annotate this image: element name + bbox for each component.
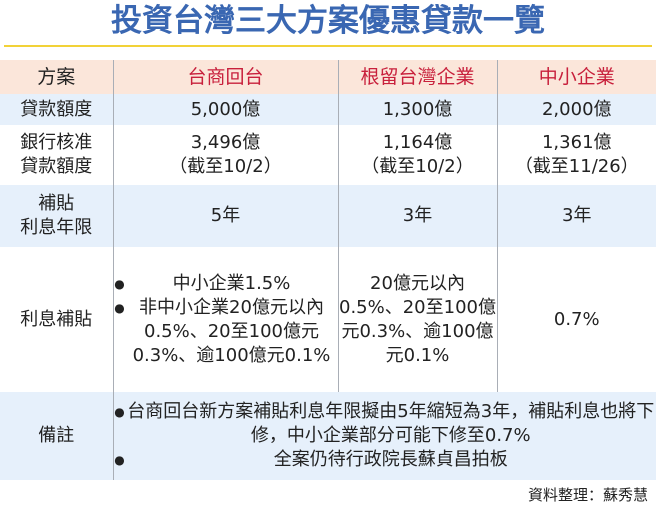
header-label: 方案 xyxy=(0,60,113,94)
approved-note: （截至10/2） xyxy=(169,156,282,177)
list-item: ● 中小企業1.5% xyxy=(114,272,291,294)
bullet-icon: ● xyxy=(114,405,125,419)
row-label-line: 利息年限 xyxy=(20,217,93,238)
cell-value: 5年 xyxy=(112,185,338,247)
page-title: 投資台灣三大方案優惠貸款一覽 xyxy=(111,3,545,39)
list-item: ● 台商回台新方案補貼利息年限擬由5年縮短為3年，補貼利息也將下修，中小企業部分… xyxy=(114,401,655,446)
cell-value: 2,000億 xyxy=(496,94,656,125)
table-row-subsidy-years: 補貼 利息年限 5年 3年 3年 xyxy=(0,185,656,247)
header-plan-rooted: 根留台灣企業 xyxy=(337,60,497,94)
cell-value: 3,496億 （截至10/2） xyxy=(112,125,338,185)
row-label: 貸款額度 xyxy=(0,94,113,125)
row-label: 銀行核准 貸款額度 xyxy=(0,125,113,185)
cell-value: 5,000億 xyxy=(112,94,338,125)
approved-amount: 1,361億 xyxy=(541,132,612,153)
row-label-line: 補貼 xyxy=(38,193,75,214)
approved-note: （截至10/2） xyxy=(361,156,474,177)
cell-value: 1,300億 xyxy=(337,94,497,125)
bullet-icon: ● xyxy=(114,300,125,315)
cell-value: 3年 xyxy=(337,185,497,247)
row-label-line: 銀行核准 xyxy=(20,132,93,153)
list-item: ● 非中小企業20億元以內0.5%、20至100億元0.3%、逾100億元0.1… xyxy=(114,296,331,366)
table-row-remarks: 備註 ● 台商回台新方案補貼利息年限擬由5年縮短為3年，補貼利息也將下修，中小企… xyxy=(0,392,656,480)
source-credit: 資料整理：蘇秀慧 xyxy=(527,486,648,504)
loan-comparison-table: 方案 台商回台 根留台灣企業 中小企業 貸款額度 5,000億 1,300億 2… xyxy=(0,60,656,480)
row-label: 利息補貼 xyxy=(0,247,113,392)
approved-amount: 3,496億 xyxy=(190,132,261,153)
table-row-interest-subsidy: 利息補貼 ● 中小企業1.5% ● 非中小企業20億元以內0.5%、20至100… xyxy=(0,247,656,392)
row-label: 補貼 利息年限 xyxy=(0,185,113,247)
header-plan-sme: 中小企業 xyxy=(496,60,656,94)
bullet-icon: ● xyxy=(114,276,125,291)
title-divider xyxy=(4,45,652,47)
remarks-cell: ● 台商回台新方案補貼利息年限擬由5年縮短為3年，補貼利息也將下修，中小企業部分… xyxy=(112,392,656,480)
table-row-approved: 銀行核准 貸款額度 3,496億 （截至10/2） 1,164億 （截至10/2… xyxy=(0,125,656,185)
table-row-loan-amount: 貸款額度 5,000億 1,300億 2,000億 xyxy=(0,94,656,125)
cell-value: 0.7% xyxy=(496,247,656,392)
header-plan-taishang: 台商回台 xyxy=(112,60,338,94)
table-header-row: 方案 台商回台 根留台灣企業 中小企業 xyxy=(0,60,656,94)
row-label: 備註 xyxy=(0,392,113,480)
cell-value: ● 中小企業1.5% ● 非中小企業20億元以內0.5%、20至100億元0.3… xyxy=(112,247,338,392)
approved-note: （截至11/26） xyxy=(514,156,639,177)
row-label-line: 貸款額度 xyxy=(20,156,93,177)
cell-value: 20億元以內0.5%、20至100億元0.3%、逾100億元0.1% xyxy=(337,247,497,392)
cell-value: 3年 xyxy=(496,185,656,247)
bullet-icon: ● xyxy=(114,453,125,467)
cell-value: 1,361億 （截至11/26） xyxy=(496,125,656,185)
cell-value: 1,164億 （截至10/2） xyxy=(337,125,497,185)
list-item: ● 全案仍待行政院長蘇貞昌拍板 xyxy=(114,449,508,470)
approved-amount: 1,164億 xyxy=(382,132,453,153)
